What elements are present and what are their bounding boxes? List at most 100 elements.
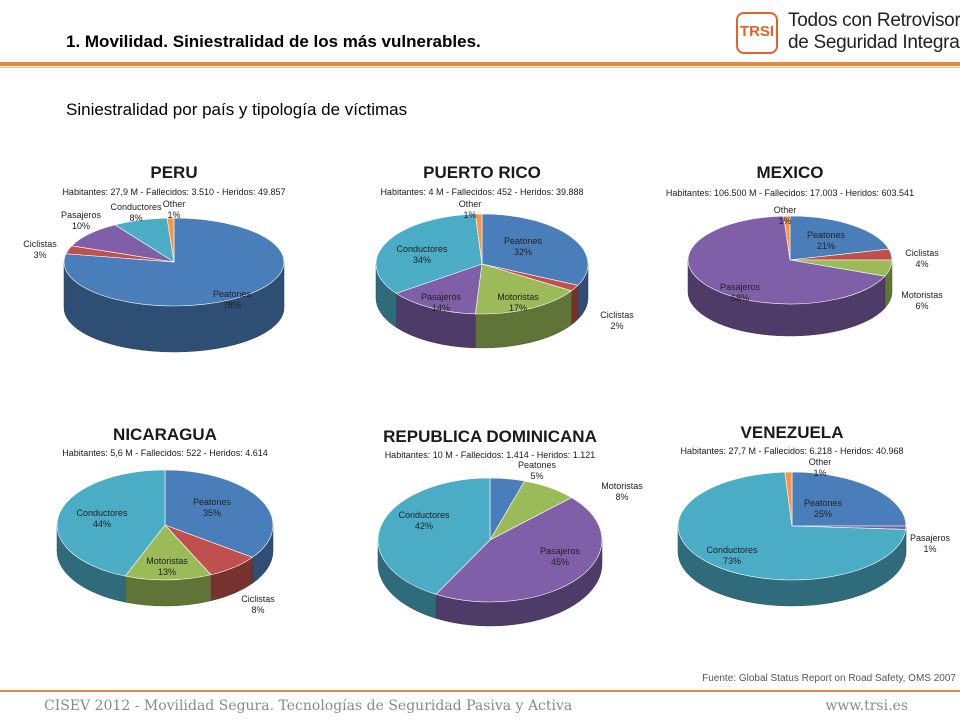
slice-percent: 6% [915, 301, 928, 311]
pie-slice-other [166, 217, 175, 263]
slice-percent: 1% [813, 468, 826, 478]
pie-slice-conductores [375, 213, 483, 294]
slice-label: Ciclistas [905, 248, 939, 258]
chart-title: NICARAGUA [113, 425, 217, 444]
chart-title: PERU [150, 163, 197, 182]
chart-stats: Habitantes: 106.500 M - Fallecidos: 17.0… [666, 188, 914, 198]
slice-percent: 32% [514, 247, 532, 257]
slice-percent: 2% [610, 321, 623, 331]
pie-slice-peatones [164, 469, 274, 558]
pie-slice-peatones [791, 471, 907, 527]
slice-percent: 1% [778, 216, 791, 226]
source-note: Fuente: Global Status Report on Road Saf… [702, 673, 956, 684]
slice-label: Other [459, 199, 482, 209]
slice-percent: 17% [509, 303, 527, 313]
slice-label: Ciclistas [241, 594, 275, 604]
slice-label: Other [774, 205, 797, 215]
slice-percent: 21% [817, 241, 835, 251]
chart-stats: Habitantes: 4 M - Fallecidos: 452 - Heri… [380, 187, 583, 197]
pie-slice-conductores [56, 469, 166, 577]
chart-title: MEXICO [756, 163, 823, 182]
slice-percent: 68% [731, 293, 749, 303]
footer-caption: CISEV 2012 - Movilidad Segura. Tecnologí… [44, 698, 573, 714]
pie-chart-6: VENEZUELA Habitantes: 27,7 M - Fallecidos… [677, 423, 951, 607]
slice-percent: 4% [915, 259, 928, 269]
slice-percent: 34% [413, 255, 431, 265]
chart-title: VENEZUELA [741, 423, 844, 442]
slice-label: Motoristas [901, 290, 943, 300]
slice-label: Peatones [504, 236, 543, 246]
slice-label: Ciclistas [600, 310, 634, 320]
slice-percent: 45% [551, 557, 569, 567]
slice-percent: 1% [167, 210, 180, 220]
pie-slice-pasajeros [687, 215, 886, 305]
footer-divider [0, 690, 960, 692]
pie-slice-conductores [377, 477, 491, 595]
slice-percent: 8% [251, 605, 264, 615]
chart-title: REPUBLICA DOMINICANA [383, 427, 597, 446]
page-title: 1. Movilidad. Siniestralidad de los más … [66, 32, 481, 51]
section-subtitle: Siniestralidad por país y tipología de v… [66, 100, 408, 119]
slice-label: Conductores [398, 510, 450, 520]
pie-chart-1: PERU Habitantes: 27,9 M - Fallecidos: 3.5… [23, 163, 286, 353]
slice-label: Other [809, 457, 832, 467]
slice-percent: 10% [72, 221, 90, 231]
pie-slice-other [784, 471, 793, 527]
pie-slice-peatones [789, 215, 890, 261]
pie-slice-pasajeros [435, 497, 603, 603]
slice-label: Peatones [804, 498, 843, 508]
slice-percent: 1% [923, 544, 936, 554]
slice-percent: 5% [530, 471, 543, 481]
slice-label: Pasajeros [61, 210, 102, 220]
footer-url: www.trsi.es [825, 698, 908, 714]
slice-label: Pasajeros [910, 533, 951, 543]
slice-label: Conductores [110, 202, 162, 212]
trsi-logo: TRSI Todos con Retrovisor de Seguridad I… [736, 8, 960, 58]
slice-percent: 42% [415, 521, 433, 531]
slice-label: Motoristas [497, 292, 539, 302]
slice-percent: 3% [33, 250, 46, 260]
logo-mark: TRSI [736, 12, 778, 54]
pie-slice-pasajeros [395, 263, 483, 315]
pie-slice-other [475, 213, 483, 265]
chart-title: PUERTO RICO [423, 163, 541, 182]
logo-line-1: Todos con Retrovisor [788, 10, 960, 31]
slice-percent: 8% [129, 213, 142, 223]
slice-label: Pasajeros [720, 282, 761, 292]
slice-label: Pasajeros [421, 292, 462, 302]
slice-percent: 35% [203, 508, 221, 518]
slice-percent: 13% [158, 567, 176, 577]
chart-stats: Habitantes: 5,6 M - Fallecidos: 522 - He… [62, 448, 268, 458]
header-divider [0, 62, 960, 66]
slice-label: Ciclistas [23, 239, 57, 249]
slice-label: Peatones [518, 460, 557, 470]
slice-label: Peatones [193, 497, 232, 507]
slice-label: Conductores [706, 545, 758, 555]
chart-stats: Habitantes: 27,9 M - Fallecidos: 3.510 -… [62, 187, 285, 197]
pie-slice-motoristas [124, 524, 212, 581]
pie-slice-peatones [481, 213, 589, 286]
slice-percent: 73% [723, 556, 741, 566]
pie-slice-conductores [677, 471, 907, 581]
slice-label: Peatones [213, 289, 252, 299]
slice-label: Motoristas [601, 481, 643, 491]
pie-chart-3: MEXICO Habitantes: 106.500 M - Fallecidos… [666, 163, 943, 337]
chart-stats: Habitantes: 10 M - Fallecidos: 1.414 - H… [385, 450, 596, 460]
pie-slice-motoristas [475, 263, 573, 315]
pie-chart-5: REPUBLICA DOMINICANA Habitantes: 10 M - F… [377, 427, 643, 627]
header-divider-thin [0, 67, 960, 68]
pie-slice-other [783, 215, 791, 261]
slice-percent: 1% [463, 210, 476, 220]
slice-percent: 44% [93, 519, 111, 529]
slice-label: Conductores [76, 508, 128, 518]
slice-percent: 14% [432, 303, 450, 313]
pie-chart-2: PUERTO RICO Habitantes: 4 M - Fallecidos:… [375, 163, 634, 349]
slice-label: Other [163, 199, 186, 209]
slice-label: Pasajeros [540, 546, 581, 556]
chart-stats: Habitantes: 27,7 M - Fallecidos: 6.218 -… [680, 446, 903, 456]
slice-label: Peatones [807, 230, 846, 240]
pie-side-ciclistas [571, 284, 579, 326]
slice-percent: 8% [615, 492, 628, 502]
logo-line-2: de Seguridad Integrado [788, 32, 960, 53]
